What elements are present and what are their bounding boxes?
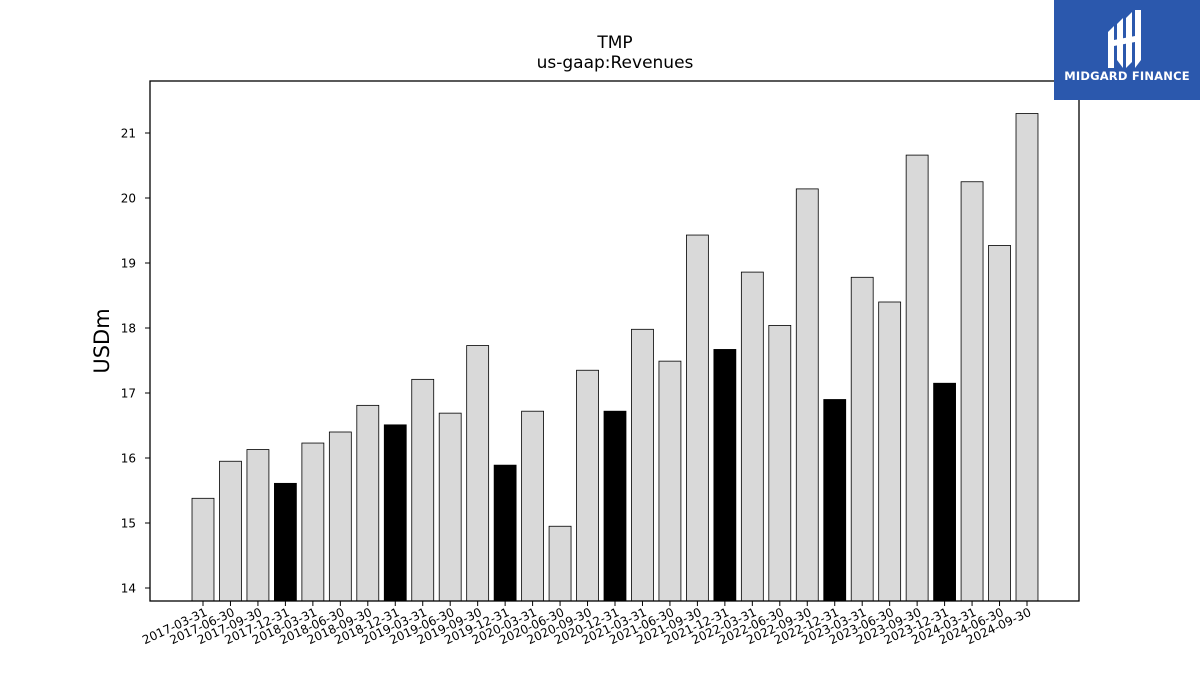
bar-2022-12-31 xyxy=(823,399,847,602)
logo-text: MIDGARD FINANCE xyxy=(1064,69,1190,83)
bar-2017-03-31 xyxy=(191,497,215,602)
bar-2023-09-30 xyxy=(905,154,929,602)
plot-frame xyxy=(149,80,1080,602)
bar-2020-03-31 xyxy=(521,410,544,602)
y-tick-label: 18 xyxy=(121,322,136,336)
bar-2023-12-31 xyxy=(933,382,956,602)
midgard-finance-logo: MIDGARD FINANCE xyxy=(1054,0,1200,100)
chart-title: TMP xyxy=(596,33,632,53)
bar-2020-09-30 xyxy=(576,369,599,602)
bar-2024-06-30 xyxy=(988,245,1011,602)
bar-2023-03-31 xyxy=(850,276,874,602)
bar-2017-09-30 xyxy=(246,449,270,602)
bar-2018-09-30 xyxy=(356,404,380,602)
bar-2022-03-31 xyxy=(740,271,764,602)
bar-2018-12-31 xyxy=(383,424,407,602)
y-axis-label: USDm xyxy=(90,308,114,373)
bar-2020-12-31 xyxy=(603,410,627,602)
y-tick-label: 21 xyxy=(121,127,136,141)
bar-2022-09-30 xyxy=(795,188,819,602)
bar-2021-03-31 xyxy=(631,328,654,602)
bar-2022-06-30 xyxy=(768,324,792,602)
bar-2019-09-30 xyxy=(466,345,490,602)
bar-2024-03-31 xyxy=(960,181,984,602)
bar-2023-06-30 xyxy=(878,301,902,602)
bar-2017-06-30 xyxy=(219,460,242,602)
bar-2019-06-30 xyxy=(438,412,462,602)
y-axis-ticks: 14 15 16 17 18 19 20 21 xyxy=(121,127,150,596)
y-tick-label: 16 xyxy=(121,452,136,466)
bar-2021-09-30 xyxy=(686,234,709,602)
y-tick-label: 20 xyxy=(121,192,136,206)
bar-2019-03-31 xyxy=(411,378,435,602)
y-tick-label: 17 xyxy=(121,387,136,401)
x-axis-ticks: 2017-03-312017-06-302017-09-302017-12-31… xyxy=(140,601,1033,647)
bar-2019-12-31 xyxy=(493,464,517,602)
y-tick-label: 19 xyxy=(121,257,136,271)
midgard-logo-icon xyxy=(1108,10,1141,68)
bar-2017-12-31 xyxy=(274,482,297,602)
bar-2024-09-30 xyxy=(1015,113,1039,602)
bar-2018-03-31 xyxy=(301,442,325,602)
bar-2018-06-30 xyxy=(328,431,352,602)
y-tick-label: 14 xyxy=(121,582,136,596)
bars-group xyxy=(191,113,1039,602)
bar-2020-06-30 xyxy=(548,525,572,602)
y-tick-label: 15 xyxy=(121,517,136,531)
bar-2021-06-30 xyxy=(658,360,682,602)
chart-subtitle: us-gaap:Revenues xyxy=(537,53,694,73)
bar-2021-12-31 xyxy=(713,349,737,602)
